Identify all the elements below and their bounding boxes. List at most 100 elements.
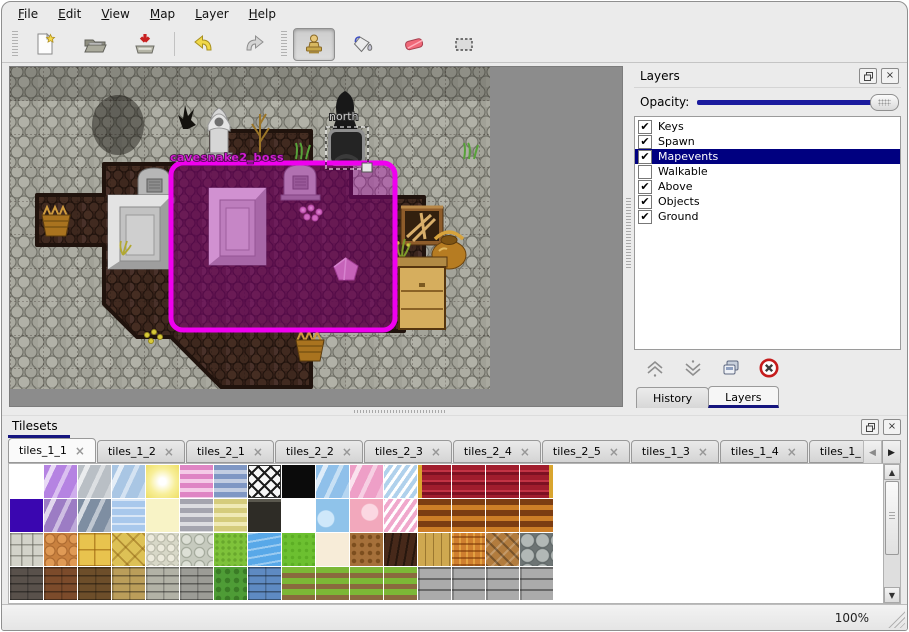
palette-tile-grass[interactable] xyxy=(214,533,247,566)
raise-layer-button[interactable] xyxy=(642,356,668,380)
scrollbar-thumb[interactable] xyxy=(885,481,899,555)
palette-tile-brick-blue[interactable] xyxy=(248,567,281,600)
palette-tile-basket[interactable] xyxy=(452,533,485,566)
layer-checkbox[interactable]: ✔ xyxy=(638,134,652,149)
palette-tile-stripes-olive[interactable] xyxy=(214,499,247,532)
layer-checkbox[interactable] xyxy=(638,164,652,179)
palette-tile-slab-grey[interactable] xyxy=(418,567,451,600)
close-tab-icon[interactable]: × xyxy=(74,443,85,458)
palette-tile-glass-grey[interactable] xyxy=(78,465,111,498)
palette-tile-wall-grey[interactable] xyxy=(146,567,179,600)
selection-handle[interactable] xyxy=(361,162,373,173)
palette-tile-stone-yellow[interactable] xyxy=(112,533,145,566)
palette-tile-stripes-brown[interactable] xyxy=(486,499,519,532)
close-tab-icon[interactable]: × xyxy=(341,444,352,459)
tileset-tab-tiles_1_1[interactable]: tiles_1_1 × xyxy=(8,438,96,463)
save-file-button[interactable] xyxy=(124,28,166,61)
layer-checkbox[interactable]: ✔ xyxy=(638,149,652,164)
palette-tile-dirt-dots[interactable] xyxy=(350,533,383,566)
palette-tile-blue-patch[interactable] xyxy=(316,499,349,532)
palette-tile-wall-tan[interactable] xyxy=(112,567,145,600)
toolbar-grip[interactable] xyxy=(12,31,18,57)
palette-tile-stripes-pink[interactable] xyxy=(180,465,213,498)
eraser-tool-button[interactable] xyxy=(393,28,435,61)
palette-tile-wood-dark[interactable] xyxy=(384,533,417,566)
float-panel-icon[interactable] xyxy=(859,68,877,84)
palette-tile-stones-round[interactable] xyxy=(520,533,553,566)
palette-tile-glass-blue2[interactable] xyxy=(316,465,349,498)
palette-tile-slab-grey[interactable] xyxy=(486,567,519,600)
palette-tile-tiles-yellow[interactable] xyxy=(78,533,111,566)
menu-view[interactable]: View xyxy=(101,7,130,21)
palette-tile-sand-pale[interactable] xyxy=(316,533,349,566)
palette-tile-zigzag-pink[interactable] xyxy=(384,499,417,532)
palette-tile-white[interactable] xyxy=(10,465,43,498)
stamp-tool-button[interactable] xyxy=(293,27,335,61)
layer-checkbox[interactable]: ✔ xyxy=(638,119,652,134)
palette-tile-carpet-red-r[interactable] xyxy=(520,465,553,498)
palette-tile-grass-rows[interactable] xyxy=(282,567,315,600)
palette-tile-glass-blue[interactable] xyxy=(112,465,145,498)
tileset-tab-tiles_2_4[interactable]: tiles_2_4 × xyxy=(452,440,541,463)
palette-tile-brick-dark[interactable] xyxy=(10,567,43,600)
menu-help[interactable]: Help xyxy=(248,7,277,21)
tilesets-title[interactable]: Tilesets xyxy=(8,417,70,438)
palette-tile-pebbles[interactable] xyxy=(146,533,179,566)
palette-tile-planks-v[interactable] xyxy=(418,533,451,566)
float-panel-icon[interactable] xyxy=(861,419,879,435)
duplicate-layer-button[interactable] xyxy=(718,356,744,380)
palette-tile-carpet-red-l[interactable] xyxy=(418,465,451,498)
palette-tile-stripes-brown[interactable] xyxy=(418,499,451,532)
palette-tile-glass-purple2[interactable] xyxy=(44,499,77,532)
tab-history[interactable]: History xyxy=(636,387,710,408)
palette-tile-indigo[interactable] xyxy=(10,499,43,532)
palette-tile-glass-pink[interactable] xyxy=(350,465,383,498)
layer-row-mapevents[interactable]: ✔ Mapevents xyxy=(635,149,900,164)
slider-handle[interactable] xyxy=(870,94,899,111)
close-tab-icon[interactable]: × xyxy=(697,444,708,459)
lower-layer-button[interactable] xyxy=(680,356,706,380)
palette-tile-stone-blocks[interactable] xyxy=(10,533,43,566)
palette-tile-white[interactable] xyxy=(282,499,315,532)
close-tab-icon[interactable]: × xyxy=(430,444,441,459)
open-file-button[interactable] xyxy=(74,28,116,61)
palette-tile-slab-grey[interactable] xyxy=(520,567,553,600)
close-tab-icon[interactable]: × xyxy=(786,444,797,459)
palette-tile-carpet-red[interactable] xyxy=(452,465,485,498)
layer-row-spawn[interactable]: ✔ Spawn xyxy=(635,134,900,149)
palette-tile-green-bright[interactable] xyxy=(282,533,315,566)
toolbar-grip[interactable] xyxy=(281,31,287,57)
palette-tile-slab-grey[interactable] xyxy=(452,567,485,600)
scroll-right-icon[interactable]: ▶ xyxy=(882,440,901,463)
layer-row-above[interactable]: ✔ Above xyxy=(635,179,900,194)
palette-tile-glass-purple[interactable] xyxy=(44,465,77,498)
layer-checkbox[interactable]: ✔ xyxy=(638,194,652,209)
palette-tile-sign-dark[interactable] xyxy=(248,499,281,532)
undo-button[interactable] xyxy=(183,28,225,61)
tile-selection[interactable] xyxy=(325,126,373,173)
palette-scrollbar[interactable]: ▲ ▼ xyxy=(883,464,900,603)
tileset-tab-tiles_1_4[interactable]: tiles_1_4 × xyxy=(719,440,808,463)
layer-row-ground[interactable]: ✔ Ground xyxy=(635,209,900,224)
horizontal-splitter[interactable] xyxy=(2,408,907,415)
layer-row-walkable[interactable]: Walkable xyxy=(635,164,900,179)
palette-tile-cobble-grey[interactable] xyxy=(180,533,213,566)
palette-tile-carpet-red[interactable] xyxy=(486,465,519,498)
menu-map[interactable]: Map xyxy=(149,7,176,21)
palette-tile-hedge[interactable] xyxy=(214,567,247,600)
map-canvas[interactable]: north cavesnake2_boss xyxy=(10,67,620,404)
palette-tile-pink-patch[interactable] xyxy=(350,499,383,532)
tileset-tab-tiles_1_3[interactable]: tiles_1_3 × xyxy=(630,440,719,463)
fill-tool-button[interactable] xyxy=(343,28,385,61)
layer-checkbox[interactable]: ✔ xyxy=(638,209,652,224)
palette-tile-pale-yellow[interactable] xyxy=(146,499,179,532)
palette-tile-water-light[interactable] xyxy=(112,499,145,532)
palette-tile-brick-tan[interactable] xyxy=(78,567,111,600)
resize-grip[interactable] xyxy=(886,609,905,628)
close-tab-icon[interactable]: × xyxy=(519,444,530,459)
palette-tile-lattice[interactable] xyxy=(248,465,281,498)
tileset-tab-tiles_2_1[interactable]: tiles_2_1 × xyxy=(185,440,274,463)
tileset-tab-tiles_2_5[interactable]: tiles_2_5 × xyxy=(541,440,630,463)
palette-tile-glow-yellow[interactable] xyxy=(146,465,179,498)
menu-file[interactable]: File xyxy=(18,7,39,21)
